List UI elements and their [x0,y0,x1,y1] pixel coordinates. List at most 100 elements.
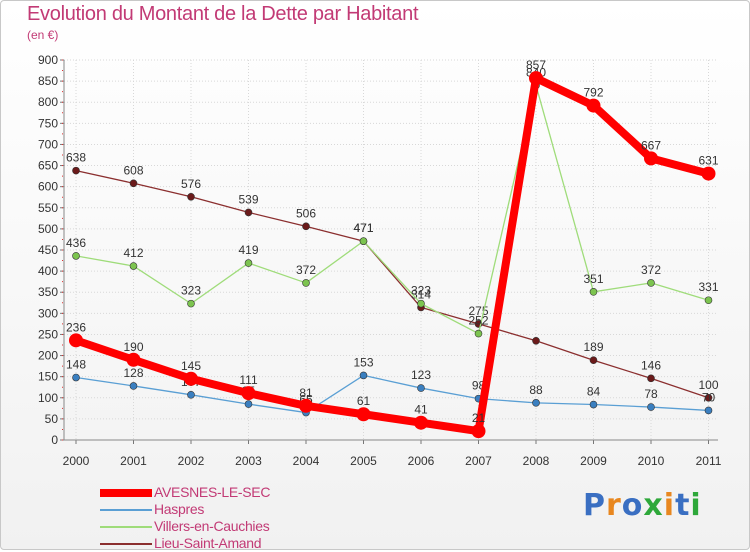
data-label: 61 [357,394,371,408]
data-label: 638 [66,151,86,165]
data-label: 146 [641,358,661,372]
data-label: 70 [702,390,716,404]
data-label: 189 [583,340,603,354]
y-tick-label: 200 [38,349,58,363]
y-tick-label: 300 [38,306,58,320]
data-label: 111 [239,373,258,387]
y-tick-label: 450 [38,243,58,257]
x-tick-label: 2006 [408,454,435,468]
y-tick-label: 550 [38,201,58,215]
data-point [126,352,141,367]
x-tick-label: 2005 [350,454,377,468]
data-point [532,336,540,345]
data-label: 436 [66,236,86,250]
data-label: 667 [641,138,661,152]
data-label: 539 [238,192,258,206]
logo-letter: o [621,488,644,523]
data-label: 372 [296,263,316,277]
data-point [471,424,486,439]
data-point [644,151,658,166]
data-point [414,415,428,430]
data-label: 78 [644,387,658,401]
data-label: 412 [123,246,143,260]
x-tick-label: 2001 [120,454,147,468]
data-point [72,166,80,175]
data-label: 275 [468,304,488,318]
data-point [417,299,425,308]
data-point [129,382,138,390]
x-tick-label: 2004 [293,454,320,468]
legend-swatch [100,543,152,545]
series-line [75,169,710,399]
data-label: 419 [238,243,258,257]
data-label: 84 [587,385,601,399]
x-tick-label: 2002 [178,454,205,468]
data-label: 608 [123,163,143,177]
x-tick-label: 2007 [465,454,492,468]
x-tick-label: 2011 [696,454,722,468]
logo-letter: t [675,488,691,523]
legend-label: Villers-en-Cauchies [154,518,270,534]
legend-label: Haspres [154,501,205,517]
data-point [647,279,655,287]
data-point [532,399,540,407]
data-label: 81 [299,386,313,400]
y-tick-label: 700 [38,137,58,151]
proxiti-logo: Proxiti [583,488,702,523]
y-tick-label: 150 [38,370,58,384]
logo-letter: i [690,488,702,523]
data-point [701,166,716,181]
data-label: 252 [468,314,488,328]
data-point [187,391,195,399]
data-point [299,398,313,413]
data-label: 576 [181,177,201,191]
data-point [586,98,601,113]
data-label: 506 [296,206,316,220]
data-label: 148 [66,358,86,372]
x-tick-label: 2009 [580,454,607,468]
data-point [529,71,543,86]
data-point [704,393,713,402]
data-point [187,299,195,308]
y-tick-label: 400 [38,264,58,278]
data-label: 41 [414,403,428,417]
logo-letter: r [606,488,622,523]
data-label: 471 [353,221,373,235]
series-line [72,74,713,436]
data-point [589,400,598,409]
data-point [356,407,371,422]
data-point [704,296,713,305]
chart-subtitle: (en €) [27,28,59,42]
data-label: 88 [529,383,543,397]
data-point [129,262,138,270]
data-label: 236 [66,320,86,334]
y-tick-label: 0 [51,433,58,447]
data-point [129,179,138,188]
y-tick-label: 900 [38,53,58,67]
data-point [704,406,713,415]
x-tick-label: 2008 [523,454,550,468]
x-tick-label: 2010 [638,454,665,468]
data-point [244,259,253,267]
data-label: 128 [123,366,143,380]
chart-title: Evolution du Montant de la Dette par Hab… [27,3,419,25]
y-tick-label: 250 [38,327,58,341]
data-point [302,222,310,231]
data-point [241,386,256,401]
x-tick-label: 2003 [235,454,262,468]
data-label: 631 [698,154,718,168]
data-label: 323 [411,284,431,298]
data-label: 123 [411,368,431,382]
data-point [647,374,655,383]
y-tick-label: 50 [45,412,59,426]
legend-swatch [100,509,152,511]
data-point [69,333,83,348]
data-label: 372 [641,263,661,277]
data-label: 145 [181,359,201,373]
logo-letter: x [643,488,664,523]
data-point [72,252,80,260]
y-tick-label: 850 [38,74,58,88]
data-label: 857 [526,58,546,72]
